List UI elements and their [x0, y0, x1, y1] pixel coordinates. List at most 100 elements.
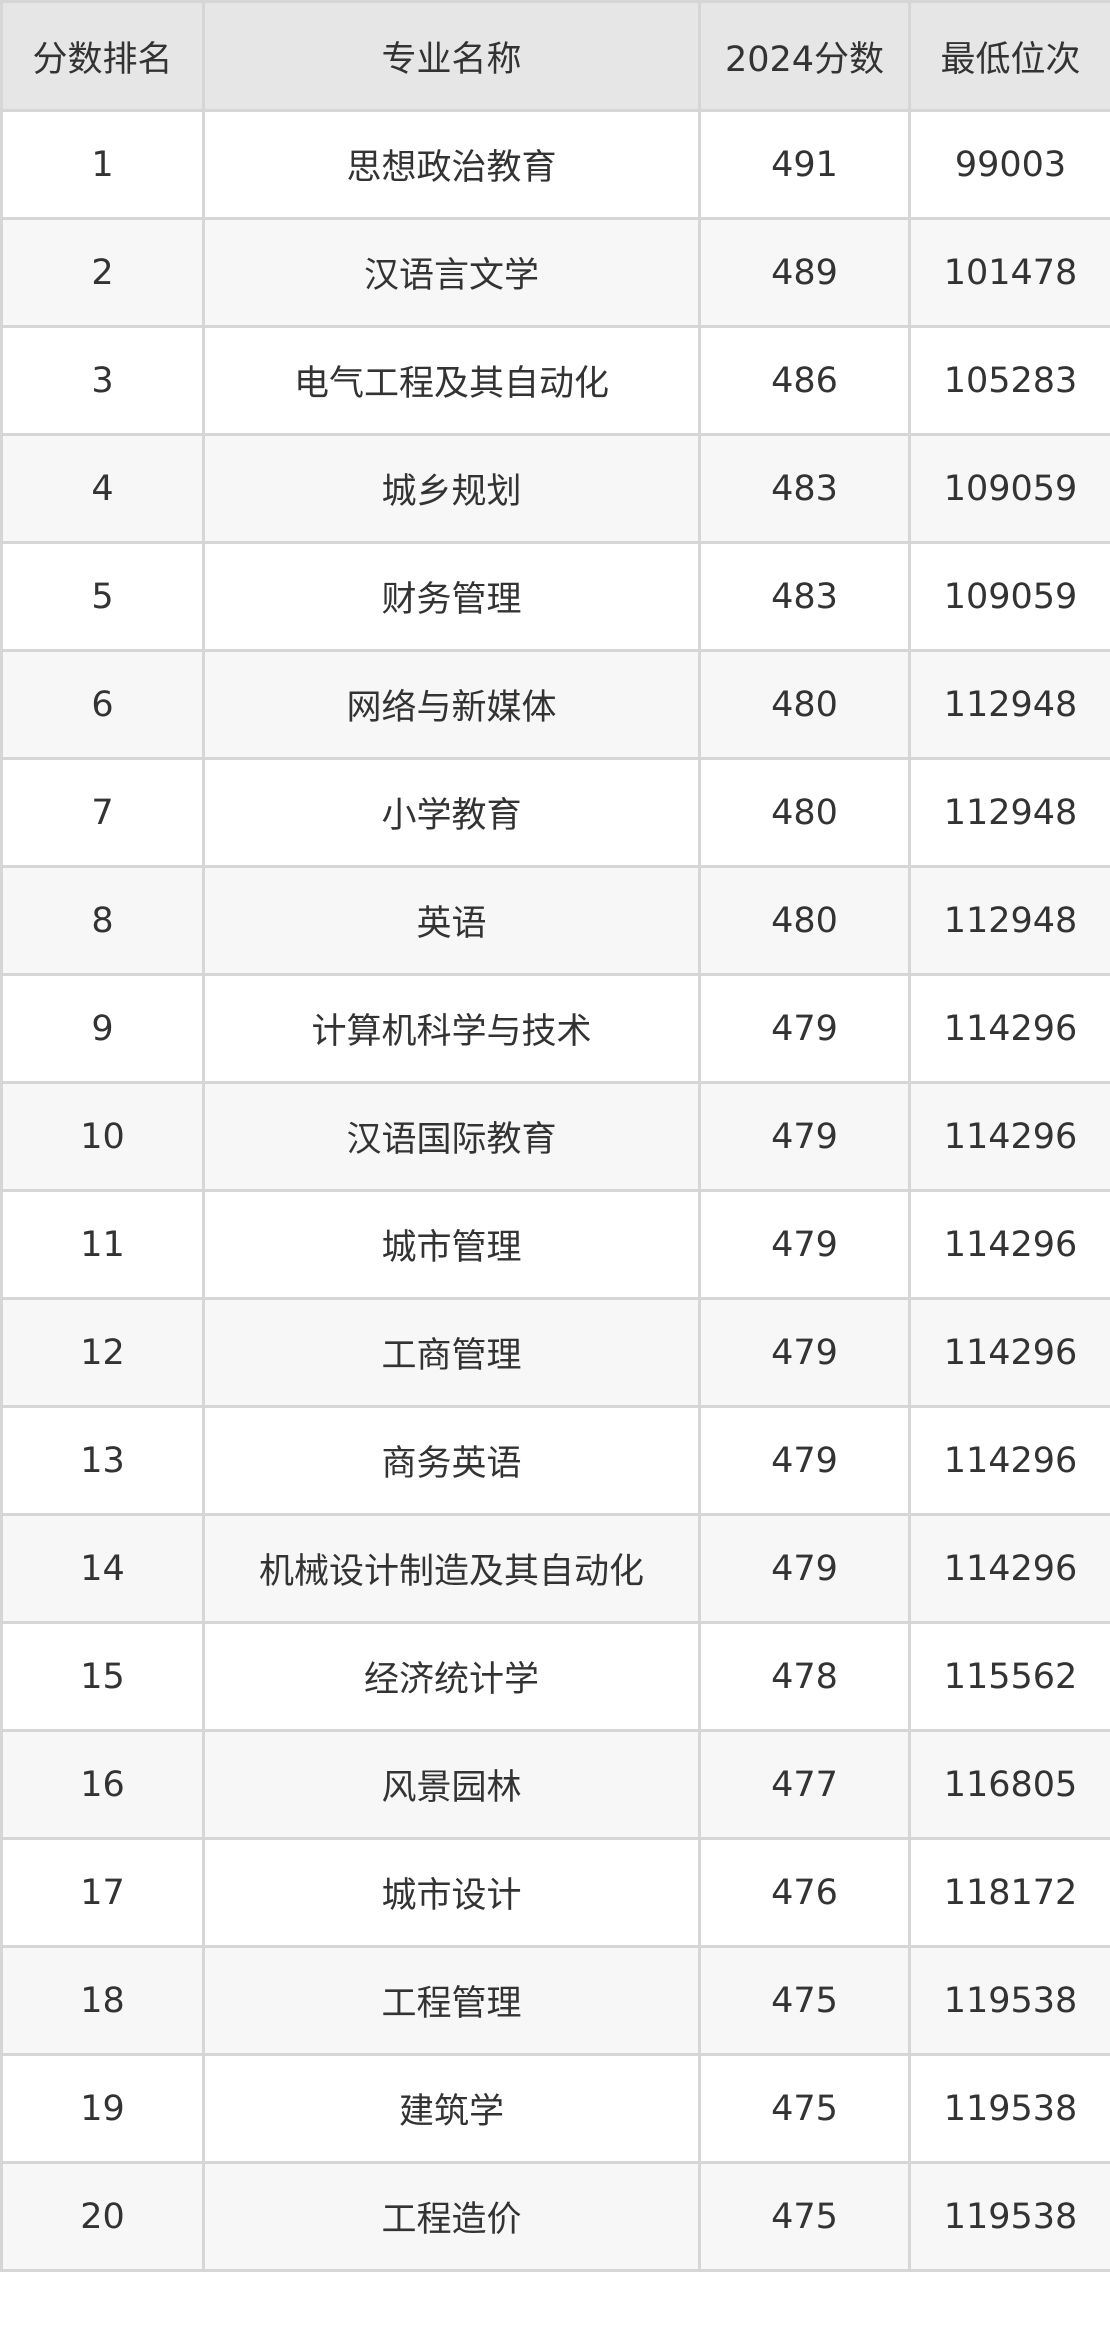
cell-rank: 7 — [0, 757, 205, 868]
cell-min-rank: 114296 — [908, 1081, 1110, 1192]
cell-rank: 20 — [0, 2161, 205, 2272]
cell-score: 479 — [698, 1189, 911, 1300]
cell-rank: 19 — [0, 2053, 205, 2164]
cell-score: 480 — [698, 649, 911, 760]
cell-score: 479 — [698, 973, 911, 1084]
cell-rank: 10 — [0, 1081, 205, 1192]
cell-major-name: 城乡规划 — [202, 433, 701, 544]
cell-rank: 9 — [0, 973, 205, 1084]
header-score-2024: 2024分数 — [698, 0, 911, 112]
cell-min-rank: 114296 — [908, 1189, 1110, 1300]
header-major-name: 专业名称 — [202, 0, 701, 112]
table-row: 5 财务管理 483 109059 — [0, 541, 1110, 652]
cell-rank: 11 — [0, 1189, 205, 1300]
cell-major-name: 网络与新媒体 — [202, 649, 701, 760]
cell-rank: 16 — [0, 1729, 205, 1840]
cell-major-name: 城市管理 — [202, 1189, 701, 1300]
table-row: 16 风景园林 477 116805 — [0, 1729, 1110, 1840]
cell-min-rank: 112948 — [908, 649, 1110, 760]
cell-min-rank: 114296 — [908, 1405, 1110, 1516]
cell-major-name: 经济统计学 — [202, 1621, 701, 1732]
table-row: 1 思想政治教育 491 99003 — [0, 109, 1110, 220]
cell-score: 475 — [698, 2053, 911, 2164]
table-row: 18 工程管理 475 119538 — [0, 1945, 1110, 2056]
table-row: 20 工程造价 475 119538 — [0, 2161, 1110, 2272]
table-header-row: 分数排名 专业名称 2024分数 最低位次 — [0, 0, 1110, 112]
cell-rank: 5 — [0, 541, 205, 652]
cell-score: 475 — [698, 2161, 911, 2272]
cell-score: 479 — [698, 1081, 911, 1192]
cell-min-rank: 114296 — [908, 973, 1110, 1084]
cell-score: 478 — [698, 1621, 911, 1732]
cell-min-rank: 109059 — [908, 433, 1110, 544]
table-row: 8 英语 480 112948 — [0, 865, 1110, 976]
cell-min-rank: 112948 — [908, 865, 1110, 976]
cell-rank: 14 — [0, 1513, 205, 1624]
cell-major-name: 英语 — [202, 865, 701, 976]
cell-major-name: 风景园林 — [202, 1729, 701, 1840]
cell-rank: 15 — [0, 1621, 205, 1732]
cell-major-name: 汉语言文学 — [202, 217, 701, 328]
cell-min-rank: 109059 — [908, 541, 1110, 652]
cell-score: 480 — [698, 757, 911, 868]
cell-major-name: 机械设计制造及其自动化 — [202, 1513, 701, 1624]
table-row: 3 电气工程及其自动化 486 105283 — [0, 325, 1110, 436]
cell-score: 477 — [698, 1729, 911, 1840]
table-row: 15 经济统计学 478 115562 — [0, 1621, 1110, 1732]
cell-min-rank: 99003 — [908, 109, 1110, 220]
cell-major-name: 汉语国际教育 — [202, 1081, 701, 1192]
cell-min-rank: 119538 — [908, 2053, 1110, 2164]
table-row: 9 计算机科学与技术 479 114296 — [0, 973, 1110, 1084]
cell-min-rank: 118172 — [908, 1837, 1110, 1948]
cell-score: 480 — [698, 865, 911, 976]
cell-major-name: 工程造价 — [202, 2161, 701, 2272]
cell-rank: 12 — [0, 1297, 205, 1408]
table-row: 6 网络与新媒体 480 112948 — [0, 649, 1110, 760]
cell-rank: 13 — [0, 1405, 205, 1516]
cell-score: 475 — [698, 1945, 911, 2056]
cell-major-name: 财务管理 — [202, 541, 701, 652]
cell-min-rank: 114296 — [908, 1513, 1110, 1624]
cell-major-name: 小学教育 — [202, 757, 701, 868]
header-min-rank: 最低位次 — [908, 0, 1110, 112]
cell-min-rank: 116805 — [908, 1729, 1110, 1840]
cell-min-rank: 105283 — [908, 325, 1110, 436]
cell-major-name: 思想政治教育 — [202, 109, 701, 220]
cell-major-name: 城市设计 — [202, 1837, 701, 1948]
cell-score: 479 — [698, 1405, 911, 1516]
cell-score: 483 — [698, 433, 911, 544]
cell-score: 489 — [698, 217, 911, 328]
cell-min-rank: 119538 — [908, 2161, 1110, 2272]
cell-score: 476 — [698, 1837, 911, 1948]
cell-rank: 2 — [0, 217, 205, 328]
cell-major-name: 建筑学 — [202, 2053, 701, 2164]
cell-min-rank: 115562 — [908, 1621, 1110, 1732]
cell-major-name: 商务英语 — [202, 1405, 701, 1516]
cell-rank: 8 — [0, 865, 205, 976]
table-row: 13 商务英语 479 114296 — [0, 1405, 1110, 1516]
table-row: 7 小学教育 480 112948 — [0, 757, 1110, 868]
cell-min-rank: 114296 — [908, 1297, 1110, 1408]
cell-major-name: 计算机科学与技术 — [202, 973, 701, 1084]
table-row: 4 城乡规划 483 109059 — [0, 433, 1110, 544]
cell-major-name: 工商管理 — [202, 1297, 701, 1408]
cell-min-rank: 101478 — [908, 217, 1110, 328]
table-row: 2 汉语言文学 489 101478 — [0, 217, 1110, 328]
table-row: 19 建筑学 475 119538 — [0, 2053, 1110, 2164]
cell-rank: 17 — [0, 1837, 205, 1948]
cell-score: 491 — [698, 109, 911, 220]
cell-rank: 1 — [0, 109, 205, 220]
table-row: 11 城市管理 479 114296 — [0, 1189, 1110, 1300]
cell-score: 486 — [698, 325, 911, 436]
cell-rank: 18 — [0, 1945, 205, 2056]
cell-min-rank: 112948 — [908, 757, 1110, 868]
major-score-table: 分数排名 专业名称 2024分数 最低位次 1 思想政治教育 491 99003 2 汉语… — [0, 0, 1110, 2272]
cell-major-name: 工程管理 — [202, 1945, 701, 2056]
header-rank: 分数排名 — [0, 0, 205, 112]
cell-score: 479 — [698, 1297, 911, 1408]
table-row: 17 城市设计 476 118172 — [0, 1837, 1110, 1948]
table-row: 14 机械设计制造及其自动化 479 114296 — [0, 1513, 1110, 1624]
cell-rank: 4 — [0, 433, 205, 544]
table-row: 10 汉语国际教育 479 114296 — [0, 1081, 1110, 1192]
cell-rank: 3 — [0, 325, 205, 436]
